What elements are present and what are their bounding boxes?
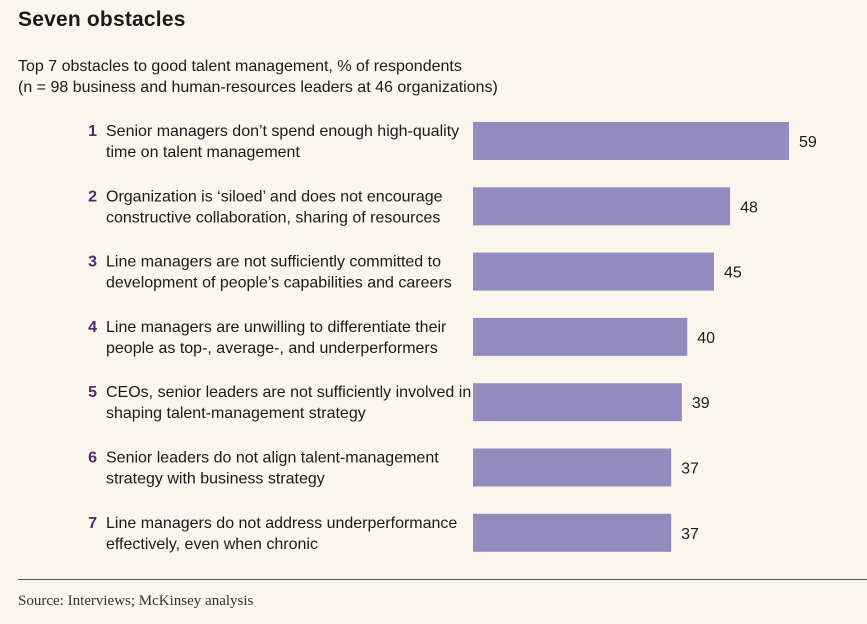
rank-number: 4 bbox=[88, 319, 97, 336]
rank-number: 7 bbox=[88, 515, 97, 532]
footer-divider bbox=[18, 579, 867, 580]
bar bbox=[473, 122, 789, 160]
bar bbox=[473, 513, 672, 552]
category-label: Line managers are unwilling to different… bbox=[106, 319, 447, 336]
data-label: 40 bbox=[697, 330, 715, 347]
bar-row: 1 Senior managers don’t spend enough high… bbox=[88, 122, 817, 161]
bar-row: 6 Senior leaders do not align talent-mana… bbox=[88, 448, 699, 488]
data-label: 59 bbox=[799, 134, 817, 151]
bar bbox=[473, 383, 682, 422]
rank-number: 5 bbox=[88, 384, 97, 401]
data-label: 39 bbox=[692, 395, 710, 412]
category-label: Senior leaders do not align talent-manag… bbox=[106, 450, 439, 467]
bar-chart: 1 Senior managers don’t spend enough high… bbox=[88, 122, 817, 553]
chart-title: Seven obstacles bbox=[18, 8, 186, 31]
bar bbox=[473, 317, 688, 356]
data-label: 37 bbox=[681, 461, 699, 478]
bar-row: 5 CEOs, senior leaders are not sufficient… bbox=[88, 383, 710, 422]
bar-row: 2 Organization is ‘siloed’ and does not e… bbox=[88, 187, 758, 226]
category-label: time on talent management bbox=[106, 144, 300, 161]
category-label: shaping talent-management strategy bbox=[106, 405, 366, 422]
chart-subtitle: Top 7 obstacles to good talent managemen… bbox=[18, 56, 498, 98]
category-label: Line managers are not sufficiently commi… bbox=[106, 254, 441, 271]
subtitle-line-2: (n = 98 business and human-resources lea… bbox=[18, 79, 498, 96]
bar bbox=[473, 252, 715, 291]
bar bbox=[473, 187, 731, 226]
source-note: Source: Interviews; McKinsey analysis bbox=[18, 593, 254, 609]
category-label: Line managers do not address underperfor… bbox=[106, 515, 457, 532]
rank-number: 3 bbox=[88, 254, 97, 271]
bar-row: 7 Line managers do not address underperfo… bbox=[88, 513, 699, 553]
category-label: constructive collaboration, sharing of r… bbox=[106, 209, 440, 226]
data-label: 48 bbox=[740, 199, 758, 216]
subtitle-line-1: Top 7 obstacles to good talent managemen… bbox=[18, 58, 462, 75]
category-label: people as top-, average-, and underperfo… bbox=[106, 340, 438, 357]
bar-row: 3 Line managers are not sufficiently comm… bbox=[88, 252, 742, 292]
category-label: development of people’s capabilities and… bbox=[106, 275, 452, 292]
rank-number: 1 bbox=[88, 123, 97, 140]
category-label: strategy with business strategy bbox=[106, 471, 325, 488]
category-label: CEOs, senior leaders are not sufficientl… bbox=[106, 384, 471, 401]
category-label: Senior managers don’t spend enough high-… bbox=[106, 123, 459, 140]
bar bbox=[473, 448, 672, 487]
category-label: effectively, even when chronic bbox=[106, 536, 318, 553]
data-label: 37 bbox=[681, 526, 699, 543]
bar-row: 4 Line managers are unwilling to differen… bbox=[88, 317, 715, 357]
category-label: Organization is ‘siloed’ and does not en… bbox=[106, 188, 443, 205]
rank-number: 2 bbox=[88, 188, 97, 205]
data-label: 45 bbox=[724, 265, 742, 282]
rank-number: 6 bbox=[88, 450, 97, 467]
